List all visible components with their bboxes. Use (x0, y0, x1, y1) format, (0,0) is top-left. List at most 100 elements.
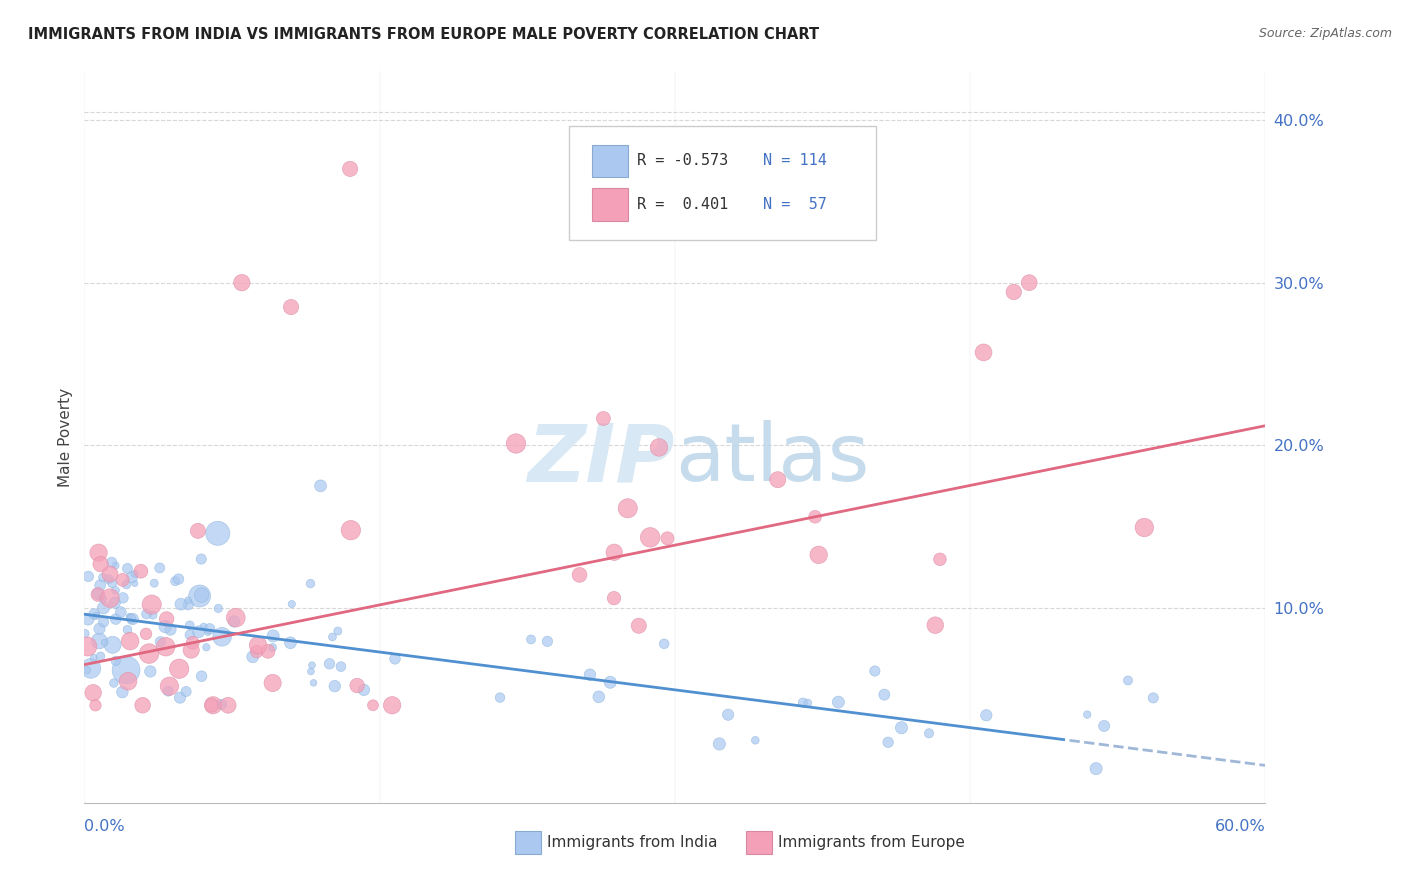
Point (93, 635, 115, 649)
Point (797, 696, 820, 710)
Point (242, 649, 264, 664)
Point (1142, 690, 1164, 705)
Point (301, 658, 323, 673)
Point (638, 530, 661, 544)
Point (177, 593, 200, 607)
Point (247, 638, 270, 652)
Point (246, 645, 269, 659)
Point (323, 679, 346, 693)
Point (149, 561, 172, 575)
Point (257, 644, 280, 658)
Point (174, 684, 197, 698)
Point (118, 609, 141, 624)
Point (280, 636, 302, 650)
Point (190, 552, 212, 566)
Point (890, 721, 912, 735)
Bar (516, 830, 541, 854)
Point (157, 679, 180, 693)
Point (309, 479, 332, 493)
Point (77, 612, 100, 626)
Point (170, 597, 193, 611)
Point (657, 532, 679, 546)
Point (804, 509, 827, 524)
Point (973, 345, 995, 359)
Point (167, 572, 190, 586)
Point (197, 625, 219, 640)
Point (929, 552, 952, 566)
Point (592, 411, 614, 425)
Point (167, 662, 190, 676)
Point (111, 573, 134, 587)
Point (329, 659, 352, 673)
Point (1116, 673, 1139, 688)
Text: R = -0.573: R = -0.573 (637, 153, 728, 168)
Point (100, 555, 122, 569)
Point (202, 698, 225, 713)
Point (299, 665, 322, 679)
Point (82, 686, 104, 700)
Point (603, 591, 626, 606)
Point (76, 663, 98, 677)
Point (89, 634, 111, 648)
Point (84, 698, 107, 713)
Point (353, 682, 375, 697)
Text: atlas: atlas (675, 420, 869, 498)
Point (143, 576, 166, 591)
Point (924, 618, 946, 632)
Text: Source: ZipAtlas.com: Source: ZipAtlas.com (1258, 27, 1392, 40)
Point (157, 684, 180, 698)
Point (91, 570, 114, 584)
Point (588, 690, 610, 704)
Point (93, 601, 115, 615)
Point (262, 640, 284, 655)
Point (156, 612, 179, 626)
Point (124, 576, 146, 591)
Point (87, 587, 110, 601)
Point (180, 643, 202, 657)
Point (177, 598, 200, 612)
Point (568, 567, 591, 582)
Point (120, 634, 142, 648)
Point (77, 569, 100, 583)
Point (124, 566, 146, 581)
Point (603, 545, 626, 559)
Point (384, 652, 406, 666)
Point (505, 436, 527, 450)
Point (155, 640, 177, 654)
Point (87, 587, 110, 601)
Point (117, 561, 139, 575)
Point (1018, 276, 1040, 290)
Point (195, 640, 218, 655)
Text: Immigrants from Europe: Immigrants from Europe (778, 835, 965, 850)
Point (489, 690, 512, 705)
Point (652, 637, 675, 651)
Point (91, 591, 114, 606)
Point (744, 733, 766, 747)
Text: R =  0.401: R = 0.401 (637, 197, 728, 212)
Point (217, 698, 239, 713)
Point (188, 589, 211, 603)
Point (104, 583, 127, 598)
Point (153, 619, 176, 633)
Point (520, 632, 543, 647)
Point (104, 558, 127, 573)
Point (198, 622, 221, 636)
Point (201, 698, 224, 713)
Point (187, 624, 209, 639)
Point (361, 698, 384, 713)
Point (135, 627, 157, 641)
Point (117, 674, 139, 689)
Point (346, 679, 368, 693)
Point (86, 608, 108, 623)
Point (627, 619, 650, 633)
Point (1085, 762, 1108, 776)
Point (648, 441, 671, 455)
Point (149, 634, 172, 648)
Text: Immigrants from India: Immigrants from India (547, 835, 718, 850)
Point (103, 676, 125, 690)
Point (98, 591, 121, 606)
Point (207, 601, 229, 615)
Point (138, 647, 160, 661)
Text: IMMIGRANTS FROM INDIA VS IMMIGRANTS FROM EUROPE MALE POVERTY CORRELATION CHART: IMMIGRANTS FROM INDIA VS IMMIGRANTS FROM… (28, 27, 820, 42)
Point (326, 624, 349, 638)
